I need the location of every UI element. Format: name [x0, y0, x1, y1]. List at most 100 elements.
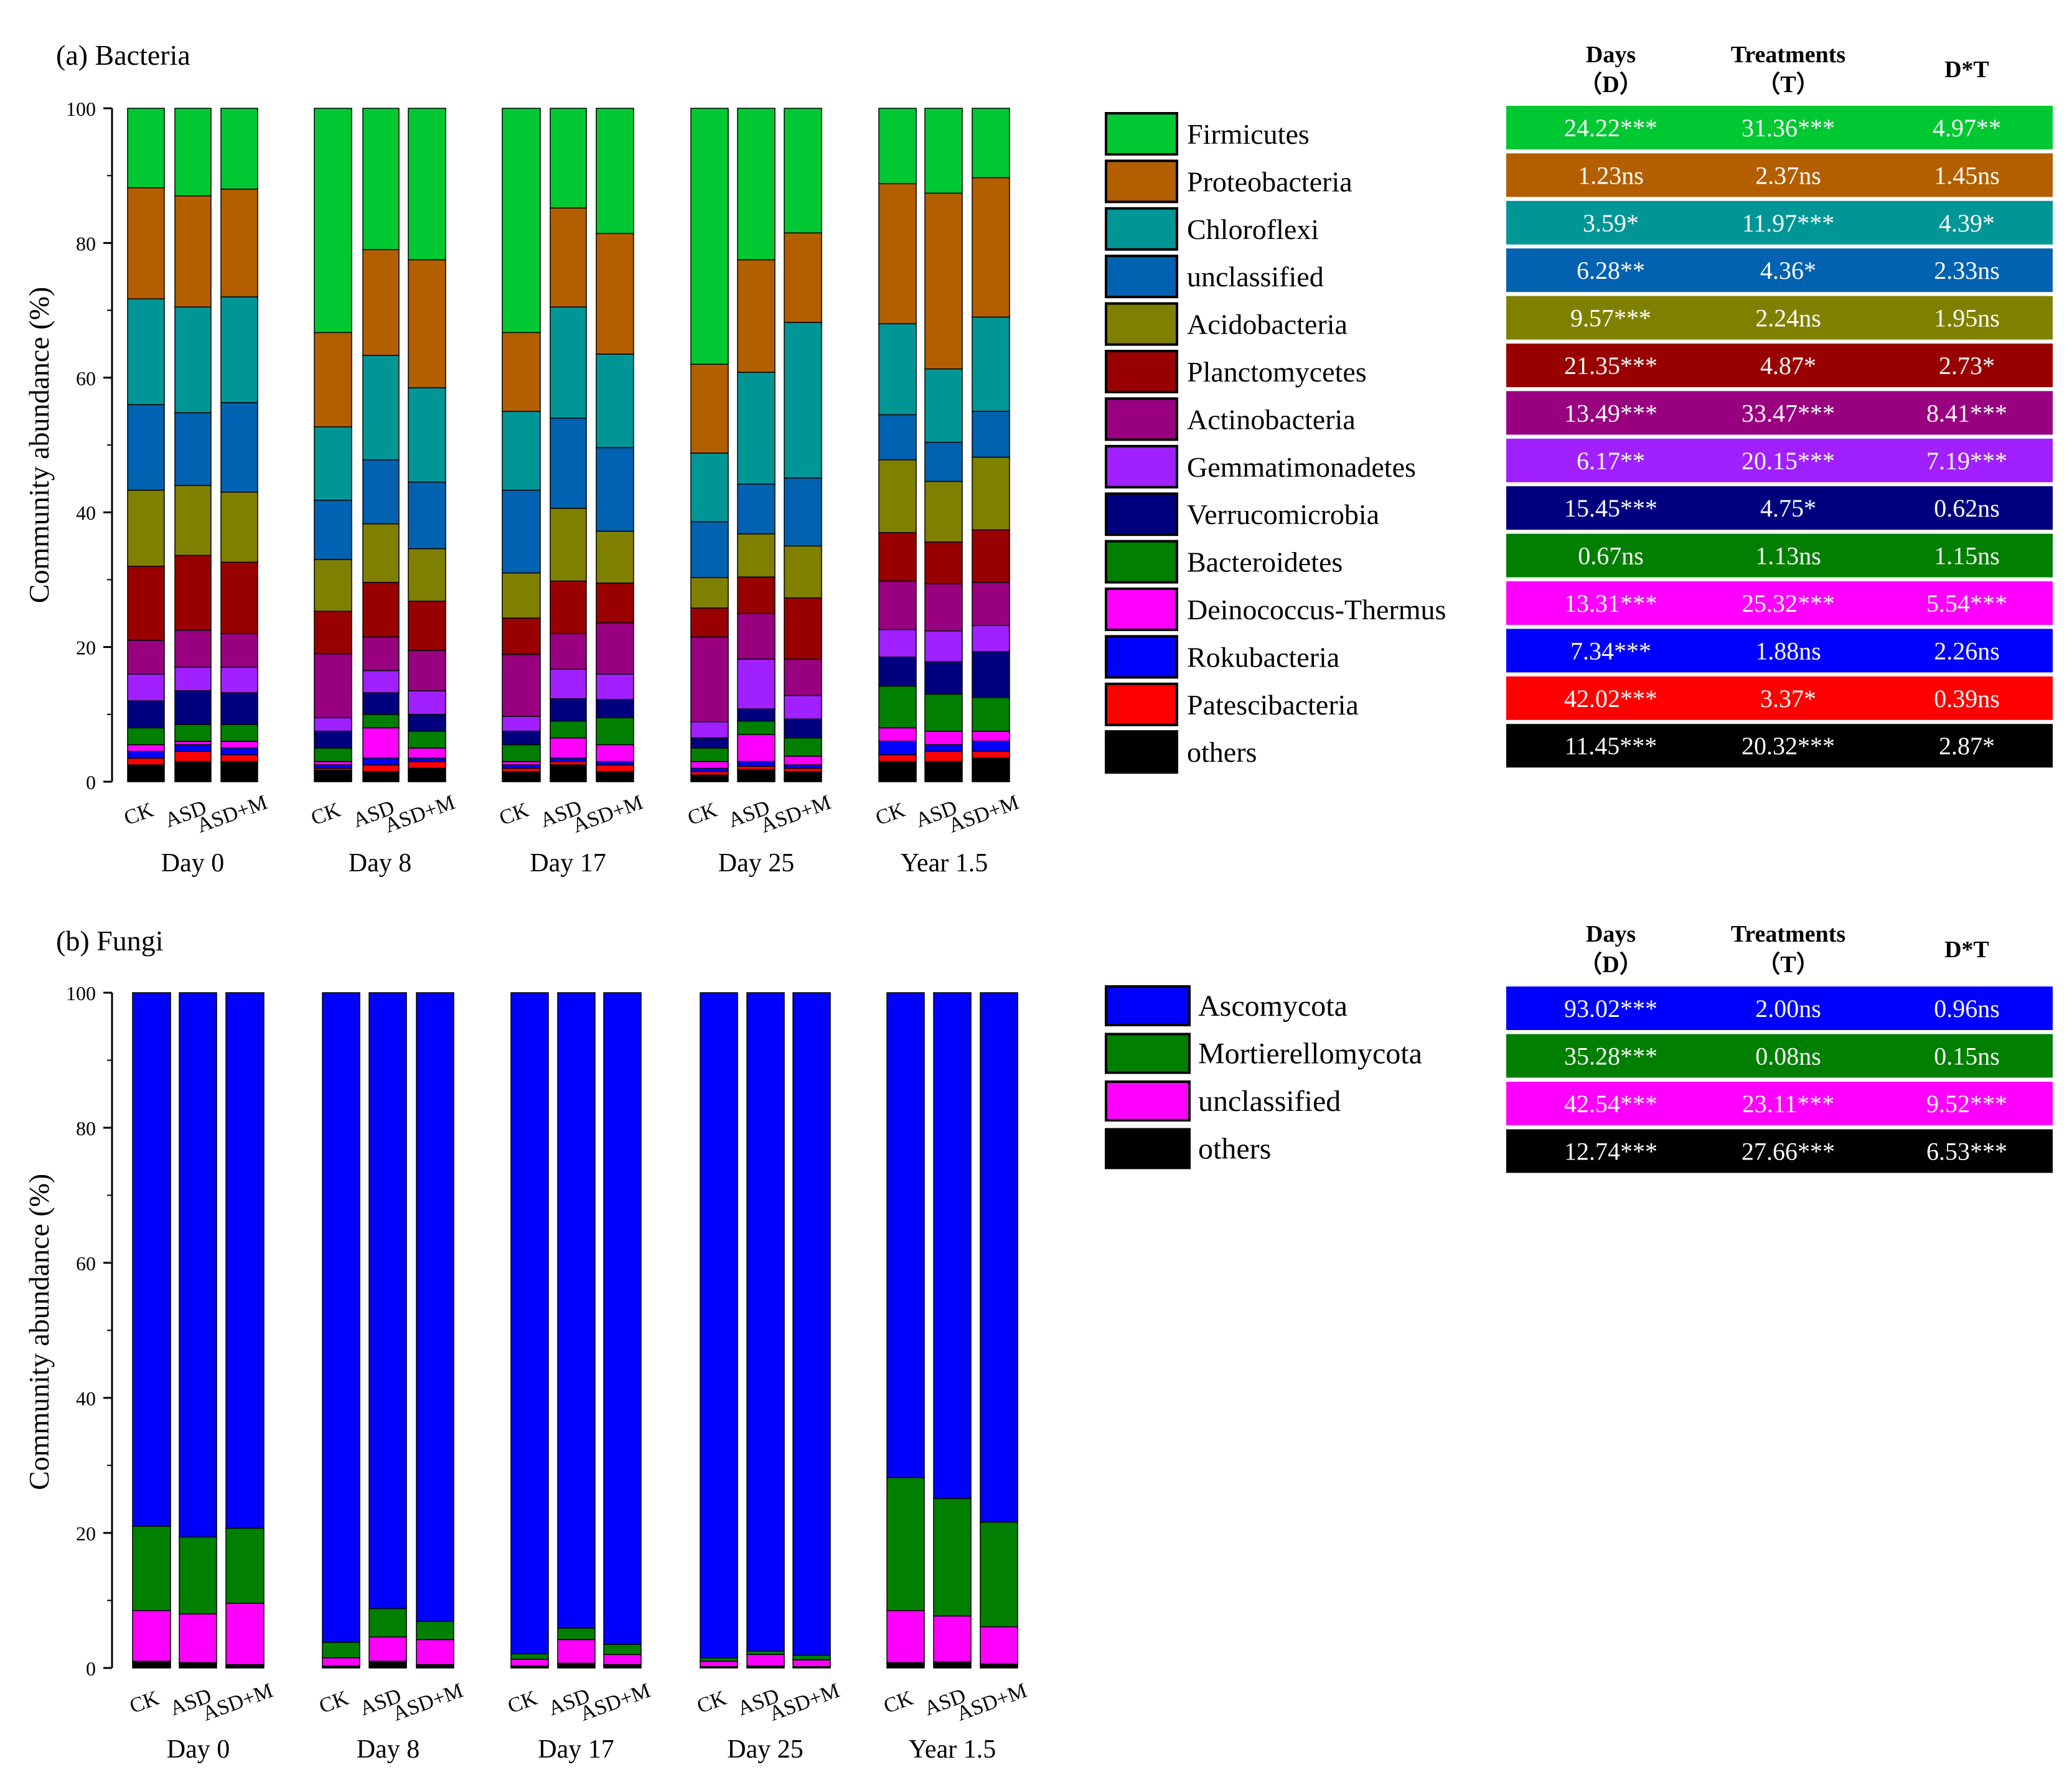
bacteria-bar-day-0-asd-m [220, 108, 258, 782]
bacteria-segment-chloroflexi [878, 323, 917, 416]
stats-row: 42.02*** 3.37* 0.39ns [1506, 676, 2053, 720]
bacteria-segment-gemmatimonadetes [127, 673, 165, 701]
fungi-segment-ascomycota [792, 992, 831, 1656]
bacteria-segment-firmicutes [784, 108, 822, 233]
bacteria-segment-chloroflexi [408, 387, 446, 483]
bacteria-segment-chloroflexi [924, 368, 963, 443]
stats-cell: 0.39ns [1934, 685, 2000, 713]
legend-swatch [1105, 635, 1178, 679]
stats-cell: 27.66*** [1742, 1138, 1835, 1166]
fungi-segment-mortierellomycota [416, 1621, 454, 1641]
stats-cell: 4.87* [1760, 352, 1816, 380]
legend-item-firmicutes: Firmicutes [1105, 112, 1310, 156]
fungi-segment-mortierellomycota [132, 1525, 171, 1611]
bacteria-segment-deinococcus-thermus [550, 737, 587, 759]
bacteria-segment-bacteroidetes [408, 731, 446, 749]
stats-cell: 35.28*** [1564, 1042, 1657, 1070]
bacteria-segment-unclassified [174, 412, 212, 486]
bacteria-segment-actinobacteria [314, 653, 352, 718]
fungi-segment-mortierellomycota [933, 1497, 972, 1617]
fungi-segment-mortierellomycota [225, 1527, 265, 1604]
bacteria-segment-others [550, 764, 587, 782]
bacteria-segment-bacteroidetes [550, 720, 587, 739]
bacteria-category-label: CK [308, 799, 344, 830]
stats-row: 9.57*** 2.24ns 1.95ns [1506, 296, 2053, 340]
stats-row-background [1506, 106, 2053, 149]
legend-swatch [1105, 207, 1178, 251]
legend-item-acidobacteria: Acidobacteria [1105, 302, 1348, 346]
bacteria-segment-verrucomicrobia [878, 657, 917, 687]
stats-cell: 42.54*** [1564, 1090, 1657, 1118]
stats-row-background [1506, 344, 2053, 387]
legend-label: unclassified [1187, 261, 1324, 293]
bacteria-segment-unclassified [362, 459, 400, 525]
bacteria-bar-day-25-asd [737, 108, 776, 782]
bacteria-bar-day-25-asd-m [784, 108, 822, 782]
fungi-bar-day-8-asd-m [416, 992, 454, 1669]
fungi-segment-others [933, 1661, 972, 1669]
fungi-bar-day-25-asd [746, 992, 785, 1669]
bacteria-bar-day-17-asd [550, 108, 587, 782]
bacteria-segment-deinococcus-thermus [502, 761, 541, 766]
fungi-segment-ascomycota [933, 992, 972, 1499]
stats-row-background [1506, 1034, 2053, 1078]
bacteria-segment-patescibacteria [174, 751, 212, 762]
legend-item-others: others [1105, 1128, 1271, 1169]
bacteria-segment-verrucomicrobia [127, 700, 165, 729]
bacteria-segment-actinobacteria [878, 580, 917, 630]
bacteria-segment-verrucomicrobia [314, 731, 352, 749]
stats-cell: 2.87* [1939, 732, 1995, 760]
legend-label: Verrucomicrobia [1187, 499, 1379, 530]
legend-item-proteobacteria: Proteobacteria [1105, 159, 1352, 204]
bacteria-segment-verrucomicrobia [596, 699, 634, 718]
bacteria-segment-proteobacteria [972, 177, 1010, 318]
bacteria-segment-unclassified [596, 447, 634, 532]
bacteria-segment-gemmatimonadetes [220, 667, 258, 693]
bacteria-segment-others [596, 771, 634, 782]
legend-swatch [1105, 302, 1178, 346]
fungi-segment-ascomycota [557, 992, 596, 1629]
legend-label: Planctomycetes [1187, 356, 1367, 388]
bacteria-y-tick-label-20: 20 [76, 637, 96, 659]
bacteria-category-label: ASD+M [570, 791, 646, 838]
stats-cell: 4.97** [1933, 114, 2001, 142]
fungi-bar-year-1-5-asd-m [980, 992, 1018, 1669]
bacteria-bar-day-8-asd-m [408, 108, 446, 782]
legend-label: Acidobacteria [1187, 309, 1348, 340]
stats-row-background [1506, 724, 2053, 768]
stats-row-background [1506, 533, 2053, 578]
legend-item-rokubacteria: Rokubacteria [1105, 635, 1339, 679]
bacteria-segment-rokubacteria [596, 761, 634, 766]
legend-item-verrucomicrobia: Verrucomicrobia [1105, 492, 1379, 536]
fungi-group-label-day-8: Day 8 [357, 1735, 420, 1764]
bacteria-segment-bacteroidetes [878, 685, 917, 729]
bacteria-segment-proteobacteria [408, 259, 446, 388]
bacteria-segment-proteobacteria [220, 189, 258, 297]
bacteria-segment-acidobacteria [784, 545, 822, 599]
bacteria-segment-deinococcus-thermus [784, 756, 822, 766]
bacteria-y-tick-label-40: 40 [76, 502, 96, 524]
bacteria-bar-day-17-asd-m [596, 108, 634, 782]
stats-row: 13.31*** 25.32*** 5.54*** [1506, 581, 2053, 625]
bacteria-segment-gemmatimonadetes [737, 658, 776, 710]
fungi-segment-ascomycota [179, 992, 217, 1538]
stats-cell: 2.26ns [1934, 637, 2000, 665]
fungi-segment-mortierellomycota [179, 1536, 217, 1614]
bacteria-segment-rokubacteria [362, 757, 400, 766]
stats-cell: 0.15ns [1934, 1042, 2000, 1070]
fungi-category-label: CK [694, 1687, 729, 1718]
bacteria-category-label: CK [496, 799, 532, 830]
legend-swatch [1105, 112, 1178, 156]
bacteria-segment-patescibacteria [596, 764, 634, 772]
fungi-segment-mortierellomycota [886, 1477, 925, 1611]
legend-swatch [1105, 730, 1178, 774]
bacteria-segment-verrucomicrobia [550, 698, 587, 722]
bacteria-segment-rokubacteria [174, 744, 212, 752]
legend-item-others: others [1105, 730, 1257, 774]
fungi-bar-year-1-5-ck [886, 992, 925, 1669]
fungi-segment-unclassified [225, 1603, 265, 1665]
fungi-category-label: CK [881, 1687, 916, 1718]
bacteria-bar-day-17-ck [502, 108, 541, 782]
fungi-segment-ascomycota [510, 992, 549, 1654]
